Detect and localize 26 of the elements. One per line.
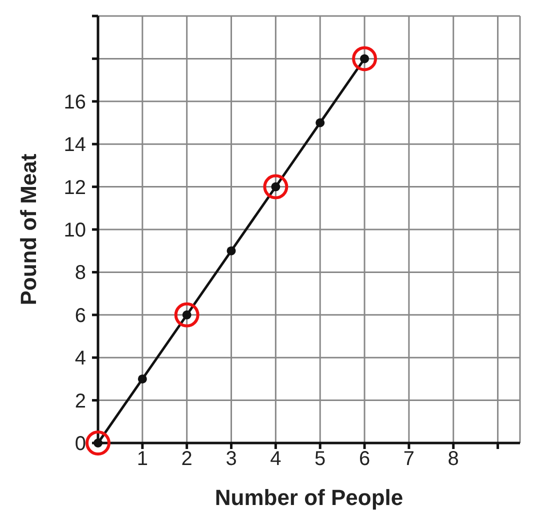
point (174, 302, 200, 328)
y-tick-label: 8 (74, 262, 86, 284)
y-tick-label: 16 (64, 91, 86, 114)
point (316, 118, 325, 128)
x-tick-label: 2 (181, 448, 192, 470)
point (226, 246, 236, 256)
point (352, 46, 378, 72)
y-tick-label: 10 (64, 220, 86, 242)
x-axis-title: Number of People (214, 485, 404, 510)
point (263, 174, 288, 200)
point (86, 430, 110, 456)
y-tick-label: 6 (74, 304, 86, 327)
y-tick-label: 2 (74, 390, 86, 412)
x-tick-label: 8 (448, 448, 459, 470)
y-axis-title: Pound of Meat (16, 153, 41, 306)
x-tick-label: 3 (226, 448, 237, 470)
y-tick-label: 0 (74, 433, 86, 455)
point (138, 374, 147, 384)
x-tick-label: 6 (358, 448, 370, 470)
x-tick-label: 7 (403, 448, 415, 470)
x-tick-label: 1 (136, 448, 148, 470)
y-tick-label: 4 (74, 348, 86, 370)
y-tick-label: 12 (64, 176, 86, 199)
x-tick-label: 4 (270, 448, 282, 470)
y-tick-label: 14 (64, 134, 86, 156)
x-tick-label: 5 (314, 448, 326, 470)
